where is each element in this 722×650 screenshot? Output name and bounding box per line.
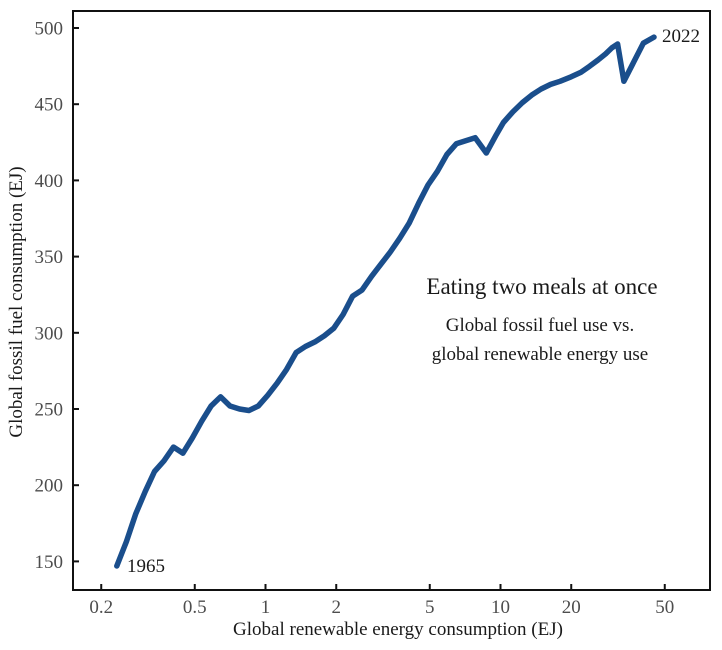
y-tick-label: 350: [35, 247, 64, 268]
x-tick-label: 20: [562, 597, 581, 618]
chart-title: Eating two meals at once: [426, 274, 658, 299]
y-axis-label: Global fossil fuel consumption (EJ): [6, 166, 27, 438]
x-tick-label: 1: [261, 597, 271, 618]
x-tick-label: 50: [655, 597, 674, 618]
y-tick-label: 450: [35, 95, 64, 116]
chart-subtitle-line2: global renewable energy use: [431, 344, 649, 365]
annotation-end-year: 2022: [662, 26, 700, 47]
y-tick-label: 300: [35, 323, 64, 344]
x-tick-label: 10: [491, 597, 510, 618]
y-tick-label: 400: [35, 171, 64, 192]
y-tick-label: 250: [35, 400, 64, 421]
plot-frame: [72, 10, 711, 591]
data-line: [114, 34, 657, 569]
x-axis-label: Global renewable energy consumption (EJ): [233, 619, 563, 640]
y-tick-label: 500: [35, 19, 64, 40]
x-tick-label: 0.2: [89, 597, 113, 618]
chart-subtitle-line1: Global fossil fuel use vs.: [445, 315, 635, 336]
x-tick-label: 5: [425, 597, 435, 618]
annotation-start-year: 1965: [127, 556, 165, 577]
y-tick-label: 150: [35, 552, 64, 573]
y-tick-label: 200: [35, 476, 64, 497]
x-tick-label: 2: [331, 597, 341, 618]
x-tick-label: 0.5: [183, 597, 207, 618]
